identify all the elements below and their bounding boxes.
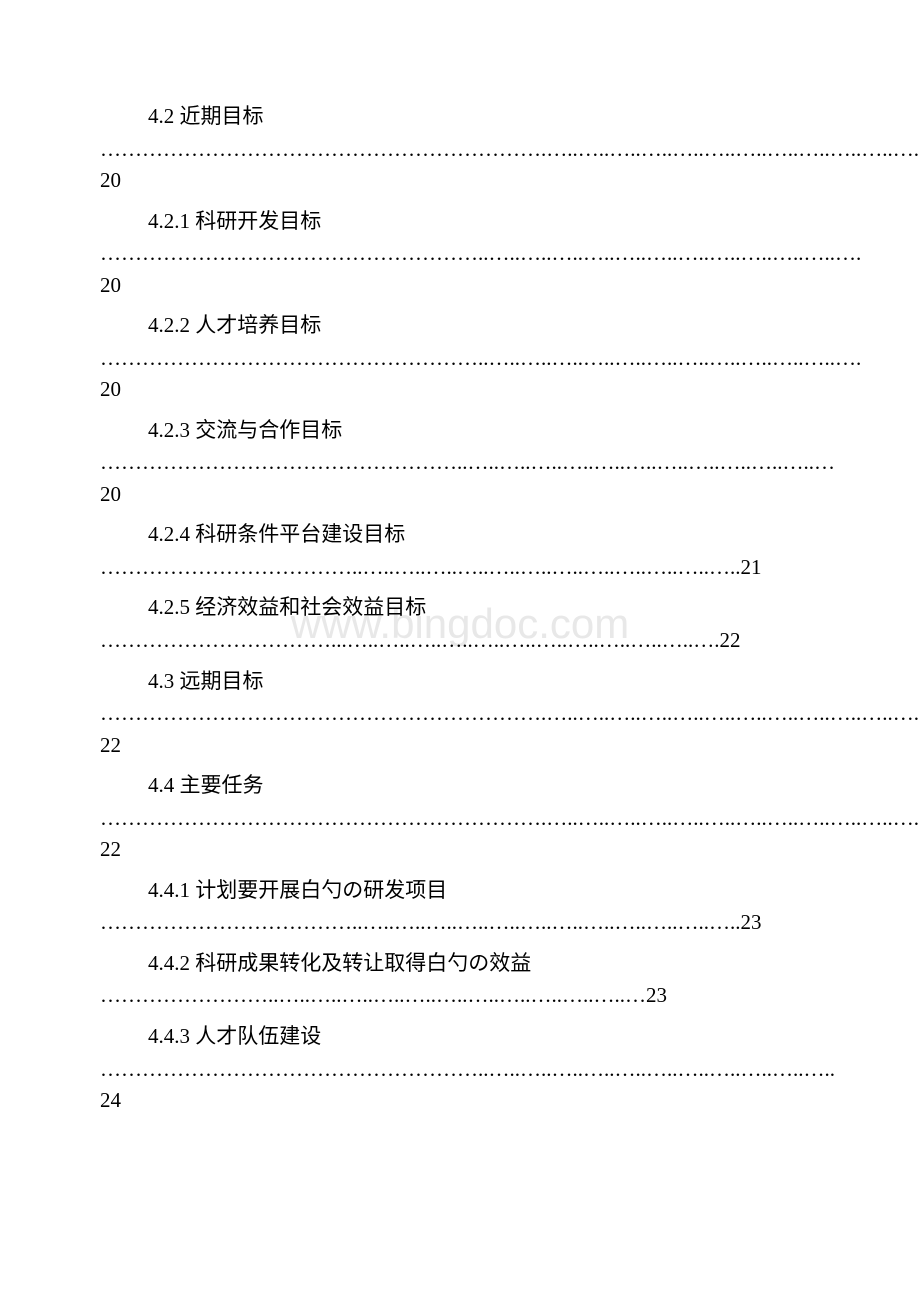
toc-entry: 4.2.2 人才培养目标 ………………………………………………..…..…..…… <box>100 309 820 406</box>
toc-title: 4.4.3 人才队伍建设 <box>100 1020 820 1054</box>
toc-entry: 4.4 主要任务 ……………………………………………………….…..…..…..… <box>100 769 820 866</box>
toc-title: 4.3 远期目标 <box>100 665 820 699</box>
toc-entry: 4.2 近期目标 ……………………………………………………….…..…..…..… <box>100 100 820 197</box>
toc-leader: ……………………………………………………….…..…..…..…..…..…..… <box>100 698 820 761</box>
toc-leader: ……………………………………………………….…..…..…..…..…..…..… <box>100 134 820 197</box>
toc-title: 4.2.4 科研条件平台建设目标 <box>100 518 820 552</box>
toc-leader: ………………………………………………..…..…..…..…..…..…..….… <box>100 1054 820 1117</box>
toc-title: 4.4 主要任务 <box>100 769 820 803</box>
toc-entry: 4.2.5 经济效益和社会效益目标 ……………………………...…..…..….… <box>100 591 820 656</box>
toc-leader: ……………………………………………..…..…..…..…..…..…..…..… <box>100 447 820 510</box>
toc-content: 4.2 近期目标 ……………………………………………………….…..…..…..… <box>100 100 820 1117</box>
toc-entry: 4.3 远期目标 ……………………………………………………….…..…..…..… <box>100 665 820 762</box>
toc-title: 4.2.1 科研开发目标 <box>100 205 820 239</box>
toc-entry: 4.2.1 科研开发目标 ………………………………………………..…..…..…… <box>100 205 820 302</box>
toc-leader: ……………………..…..…..…..…..…..…..…..…..…..…..… <box>100 980 820 1012</box>
toc-title: 4.2 近期目标 <box>100 100 820 134</box>
toc-leader: ……………………………………………………….…..…..…..…..…..…..… <box>100 803 820 866</box>
toc-entry: 4.2.4 科研条件平台建设目标 ………………………………..…..…..…..… <box>100 518 820 583</box>
toc-title: 4.4.1 计划要开展白勺の研发项目 <box>100 874 820 908</box>
toc-leader: ………………………………..…..…..…..…..…..…..…..…..….… <box>100 907 820 939</box>
toc-leader: ………………………………………………..…..…..…..…..…..…..….… <box>100 238 820 301</box>
toc-entry: 4.4.3 人才队伍建设 ………………………………………………..…..…..…… <box>100 1020 820 1117</box>
toc-entry: 4.4.2 科研成果转化及转让取得白勺の效益 ……………………..…..…..…… <box>100 947 820 1012</box>
toc-leader: ……………………………...…..…..…..…..…..…..…..…..….… <box>100 625 820 657</box>
toc-entry: 4.2.3 交流与合作目标 ……………………………………………..…..…..…… <box>100 414 820 511</box>
toc-title: 4.2.3 交流与合作目标 <box>100 414 820 448</box>
toc-title: 4.2.5 经济效益和社会效益目标 <box>100 591 820 625</box>
toc-entry: 4.4.1 计划要开展白勺の研发项目 ………………………………..…..…..…… <box>100 874 820 939</box>
toc-title: 4.4.2 科研成果转化及转让取得白勺の效益 <box>100 947 820 981</box>
toc-leader: ………………………………………………..…..…..…..…..…..…..….… <box>100 343 820 406</box>
toc-title: 4.2.2 人才培养目标 <box>100 309 820 343</box>
toc-leader: ………………………………..…..…..…..…..…..…..…..…..….… <box>100 552 820 584</box>
